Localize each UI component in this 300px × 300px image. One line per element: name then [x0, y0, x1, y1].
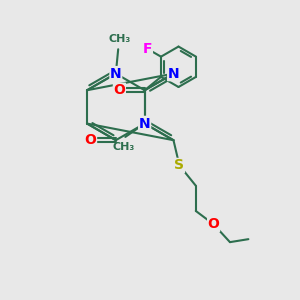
- Text: O: O: [208, 217, 220, 231]
- Text: N: N: [139, 116, 151, 130]
- Text: CH₃: CH₃: [113, 142, 135, 152]
- Text: O: O: [85, 133, 97, 147]
- Text: N: N: [139, 116, 151, 130]
- Text: N: N: [110, 67, 122, 81]
- Text: F: F: [143, 42, 152, 56]
- Text: N: N: [168, 67, 179, 81]
- Text: O: O: [113, 83, 125, 97]
- Text: S: S: [174, 158, 184, 172]
- Text: CH₃: CH₃: [109, 34, 131, 44]
